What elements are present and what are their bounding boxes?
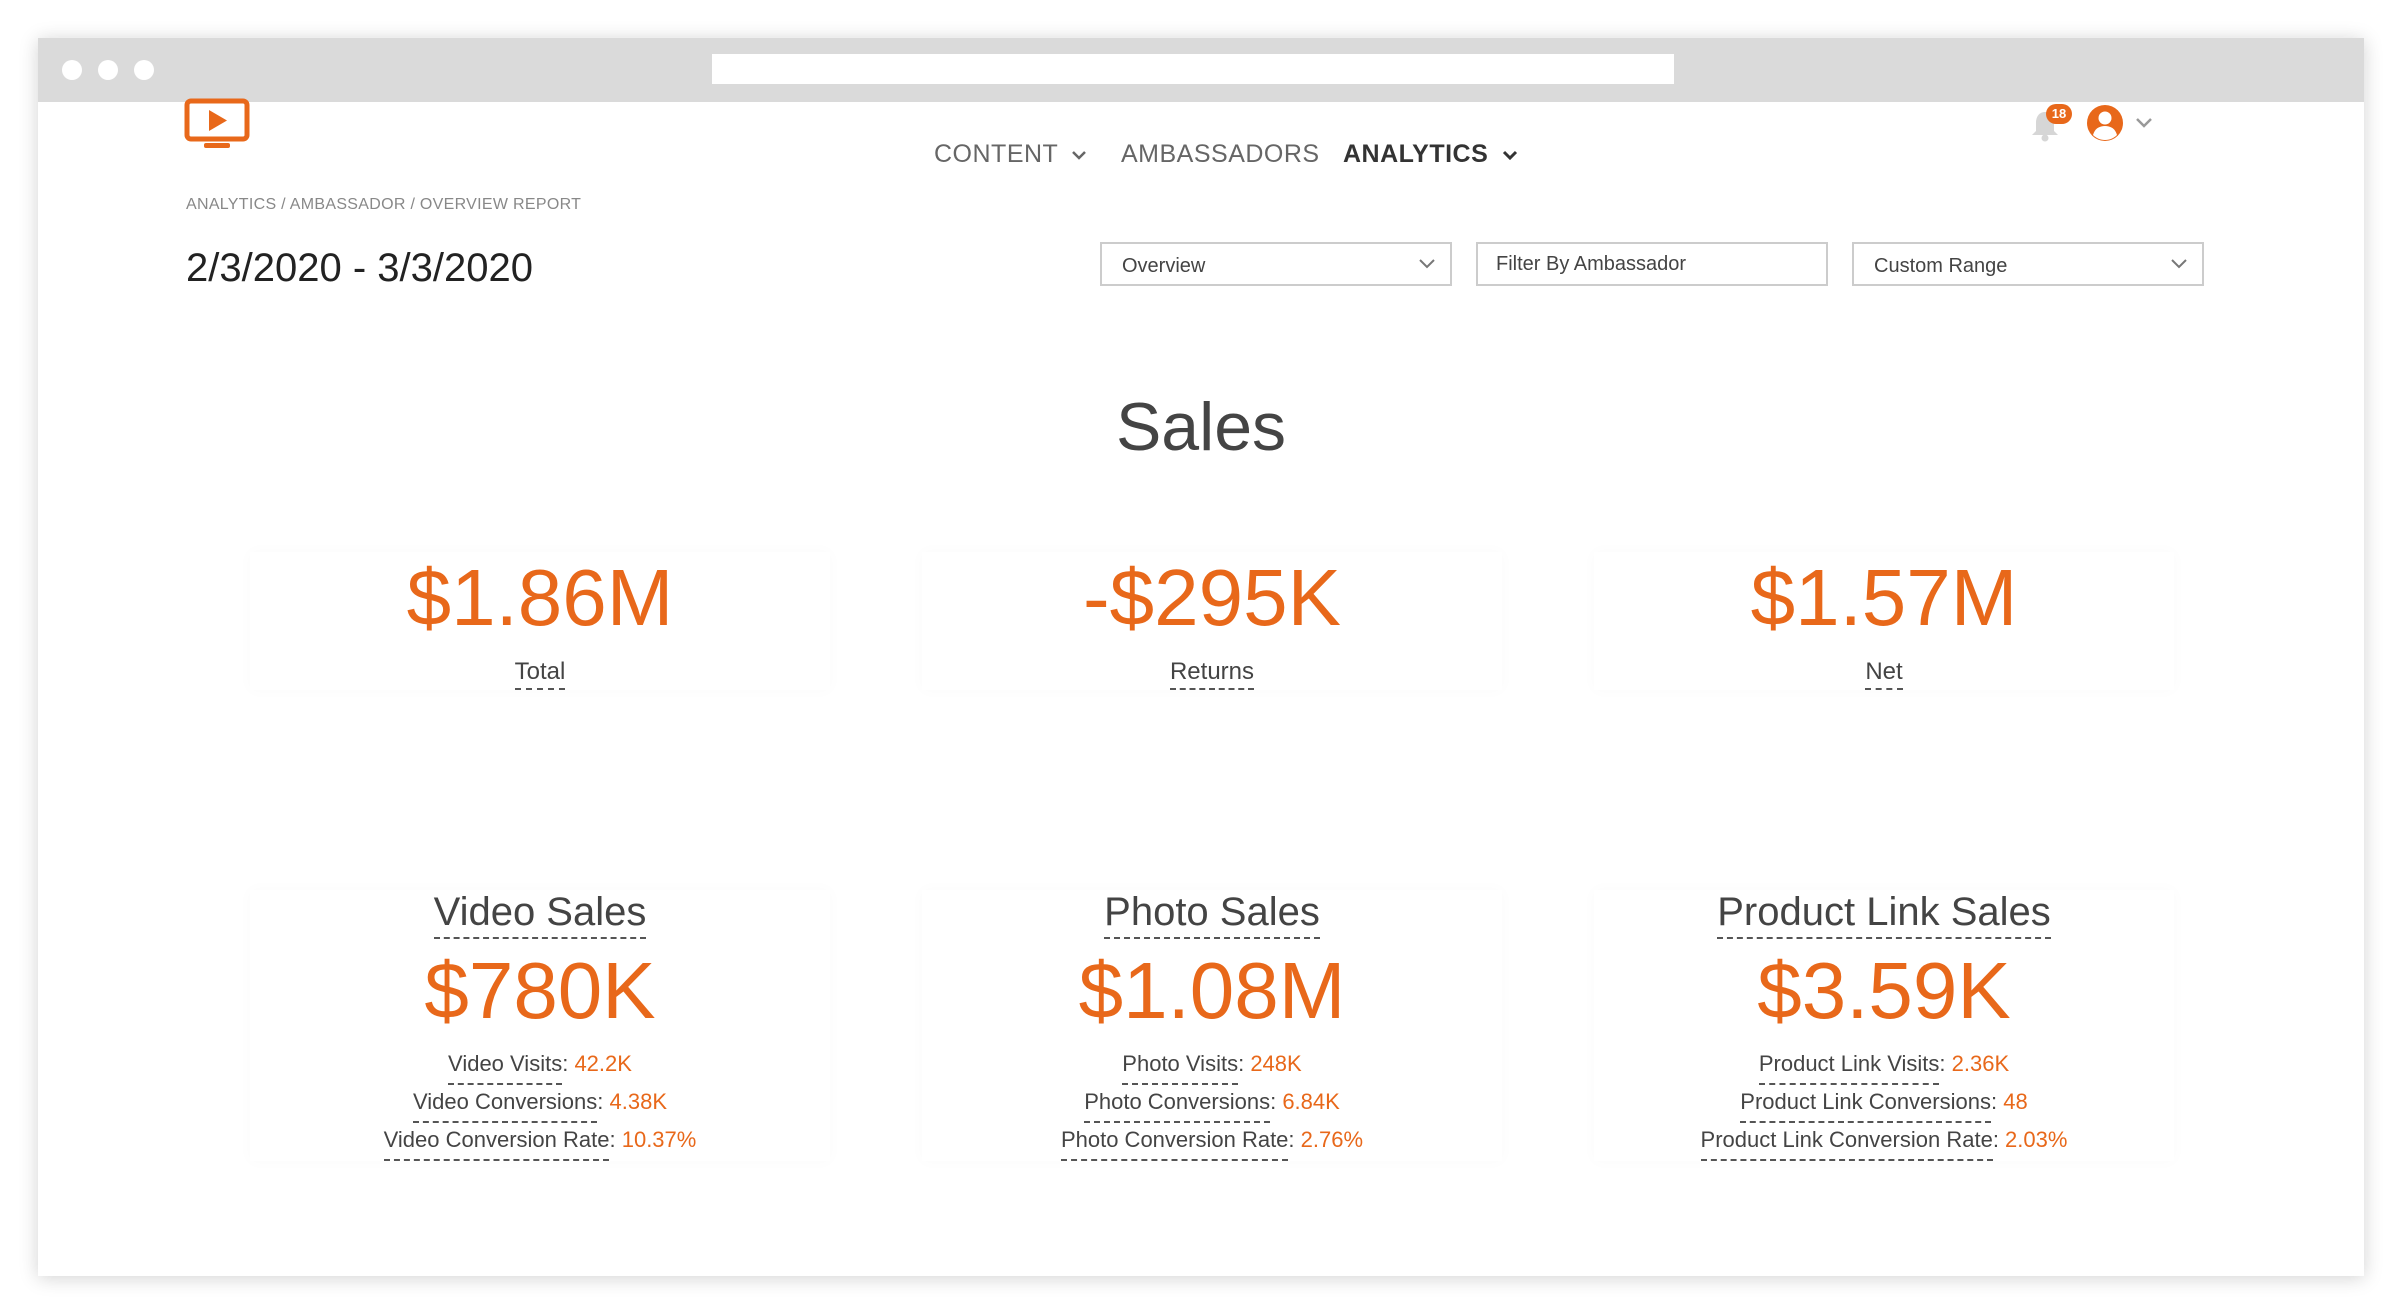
video-sales-value: $780K [424, 946, 656, 1035]
stat-label[interactable]: Video Conversions [413, 1085, 598, 1123]
chevron-down-icon [2171, 259, 2187, 269]
ambassador-filter-input[interactable] [1478, 244, 1826, 284]
product-link-sales-value: $3.59K [1757, 946, 2011, 1035]
stat-value: 6.84K [1282, 1089, 1340, 1114]
net-sales-value: $1.57M [1750, 553, 2018, 642]
range-select[interactable]: Custom Range [1852, 242, 2204, 286]
stat-label[interactable]: Photo Conversions [1084, 1085, 1271, 1123]
stat-row: Photo Conversions: 6.84K [922, 1085, 1502, 1123]
stat-value: 2.36K [1951, 1051, 2010, 1076]
stat-row: Product Link Conversions: 48 [1594, 1085, 2174, 1123]
photo-sales-title[interactable]: Photo Sales [1104, 890, 1320, 939]
nav-item-content[interactable]: CONTENT [934, 140, 1087, 169]
date-range-title: 2/3/2020 - 3/3/2020 [186, 246, 533, 290]
window-maximize-dot[interactable] [134, 60, 154, 80]
nav-item-label: CONTENT [934, 140, 1058, 168]
total-sales-card: $1.86M Total [250, 552, 830, 690]
stat-row: Photo Visits: 248K [922, 1047, 1502, 1085]
photo-sales-card: Photo Sales $1.08M Photo Visits: 248K Ph… [922, 890, 1502, 1161]
stat-row: Product Link Visits: 2.36K [1594, 1047, 2174, 1085]
stat-value: 2.03% [2005, 1127, 2068, 1152]
product-link-sales-card: Product Link Sales $3.59K Product Link V… [1594, 890, 2174, 1161]
stat-value: 42.2K [574, 1051, 632, 1076]
sales-section-title: Sales [1115, 389, 1287, 465]
stat-label[interactable]: Photo Conversion Rate [1060, 1123, 1289, 1161]
stat-value: 10.37% [621, 1127, 697, 1152]
stat-label[interactable]: Product Link Visits [1758, 1047, 1940, 1085]
stat-value: 2.76% [1300, 1127, 1364, 1152]
product-link-sales-title[interactable]: Product Link Sales [1717, 890, 2051, 939]
report-select[interactable]: Overview [1100, 242, 1452, 286]
total-sales-value: $1.86M [406, 553, 674, 642]
breadcrumb: ANALYTICS / AMBASSADOR / OVERVIEW REPORT [186, 196, 582, 213]
browser-titlebar [38, 38, 2364, 102]
photo-sales-value: $1.08M [1078, 946, 1346, 1035]
stat-label[interactable]: Video Conversion Rate [383, 1123, 610, 1161]
window-close-dot[interactable] [62, 60, 82, 80]
stat-row: Video Conversions: 4.38K [250, 1085, 830, 1123]
report-select-value: Overview [1122, 255, 1206, 277]
net-sales-card: $1.57M Net [1594, 552, 2174, 690]
nav-item-ambassadors[interactable]: AMBASSADORS [1121, 140, 1320, 169]
stat-value: 248K [1250, 1051, 1302, 1076]
logo-icon[interactable] [184, 98, 250, 150]
chevron-down-icon [1072, 151, 1087, 161]
address-bar[interactable] [712, 54, 1674, 84]
stat-value: 4.38K [609, 1089, 668, 1114]
avatar-icon[interactable] [2086, 104, 2124, 142]
range-select-value: Custom Range [1874, 255, 2008, 277]
returns-label[interactable]: Returns [1169, 658, 1255, 690]
total-sales-label[interactable]: Total [514, 658, 566, 690]
video-sales-title[interactable]: Video Sales [433, 890, 647, 939]
notification-badge: 18 [2046, 104, 2072, 124]
stat-label[interactable]: Product Link Conversion Rate [1700, 1123, 1993, 1161]
nav-item-label: AMBASSADORS [1121, 140, 1320, 168]
stat-label[interactable]: Photo Visits [1122, 1047, 1239, 1085]
video-sales-card: Video Sales $780K Video Visits: 42.2K Vi… [250, 890, 830, 1161]
stat-row: Video Visits: 42.2K [250, 1047, 830, 1085]
window-minimize-dot[interactable] [98, 60, 118, 80]
chevron-down-icon [1419, 259, 1435, 269]
net-sales-label[interactable]: Net [1865, 658, 1903, 690]
returns-card: -$295K Returns [922, 552, 1502, 690]
returns-value: -$295K [1083, 553, 1341, 642]
stat-label[interactable]: Video Visits [448, 1047, 563, 1085]
stat-row: Product Link Conversion Rate: 2.03% [1594, 1123, 2174, 1161]
stat-value: 48 [2003, 1089, 2028, 1114]
ambassador-filter-field[interactable] [1476, 242, 1828, 286]
chevron-down-icon[interactable] [2134, 116, 2154, 130]
stat-row: Photo Conversion Rate: 2.76% [922, 1123, 1502, 1161]
chevron-down-icon [1502, 151, 1517, 161]
nav-item-label: ANALYTICS [1343, 140, 1489, 168]
nav-item-analytics[interactable]: ANALYTICS [1343, 140, 1518, 169]
stat-row: Video Conversion Rate: 10.37% [250, 1123, 830, 1161]
stat-label[interactable]: Product Link Conversions [1740, 1085, 1991, 1123]
